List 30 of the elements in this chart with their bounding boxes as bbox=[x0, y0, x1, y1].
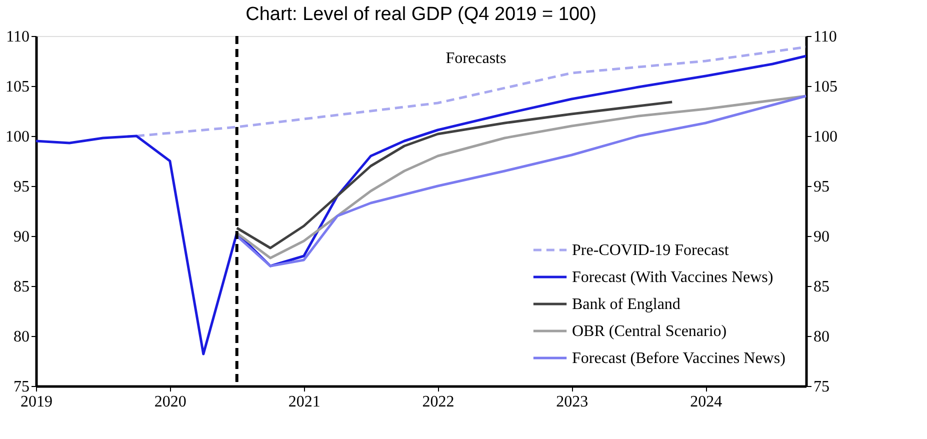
x-tick-label: 2022 bbox=[422, 394, 454, 410]
y2-tick-label: 90 bbox=[814, 228, 830, 246]
y-tick-label: 95 bbox=[14, 178, 30, 196]
y2-tick-label: 75 bbox=[814, 378, 830, 396]
annotation: Forecasts bbox=[446, 50, 506, 67]
y2-tick-label: 85 bbox=[814, 278, 830, 296]
legend-label: Forecast (Before Vaccines News) bbox=[572, 350, 786, 367]
chart-title: Chart: Level of real GDP (Q4 2019 = 100) bbox=[246, 4, 596, 25]
y-tick-label: 85 bbox=[14, 278, 30, 296]
y-tick-label: 105 bbox=[6, 78, 30, 96]
legend-label: Forecast (With Vaccines News) bbox=[572, 269, 774, 286]
legend-label: Pre-COVID-19 Forecast bbox=[572, 242, 730, 259]
x-tick-label: 2020 bbox=[154, 394, 186, 410]
y-tick-label: 90 bbox=[14, 228, 30, 246]
line-series bbox=[135, 46, 808, 138]
y2-tick-label: 100 bbox=[814, 128, 838, 146]
y2-tick-label: 95 bbox=[814, 178, 830, 196]
x-tick-label: 2019 bbox=[20, 394, 52, 410]
x-tick-label: 2021 bbox=[288, 394, 320, 410]
legend-label: OBR (Central Scenario) bbox=[572, 323, 727, 340]
y2-tick-label: 105 bbox=[814, 78, 838, 96]
y-tick-label: 75 bbox=[14, 378, 30, 396]
x-tick-label: 2024 bbox=[690, 394, 722, 410]
x-tick-label: 2023 bbox=[556, 394, 588, 410]
legend-label: Bank of England bbox=[572, 296, 680, 313]
y-tick-label: 100 bbox=[6, 128, 30, 146]
y2-tick-label: 110 bbox=[814, 28, 837, 46]
y-tick-label: 110 bbox=[6, 28, 30, 46]
y2-tick-label: 80 bbox=[814, 328, 830, 346]
y-tick-label: 80 bbox=[14, 328, 30, 346]
